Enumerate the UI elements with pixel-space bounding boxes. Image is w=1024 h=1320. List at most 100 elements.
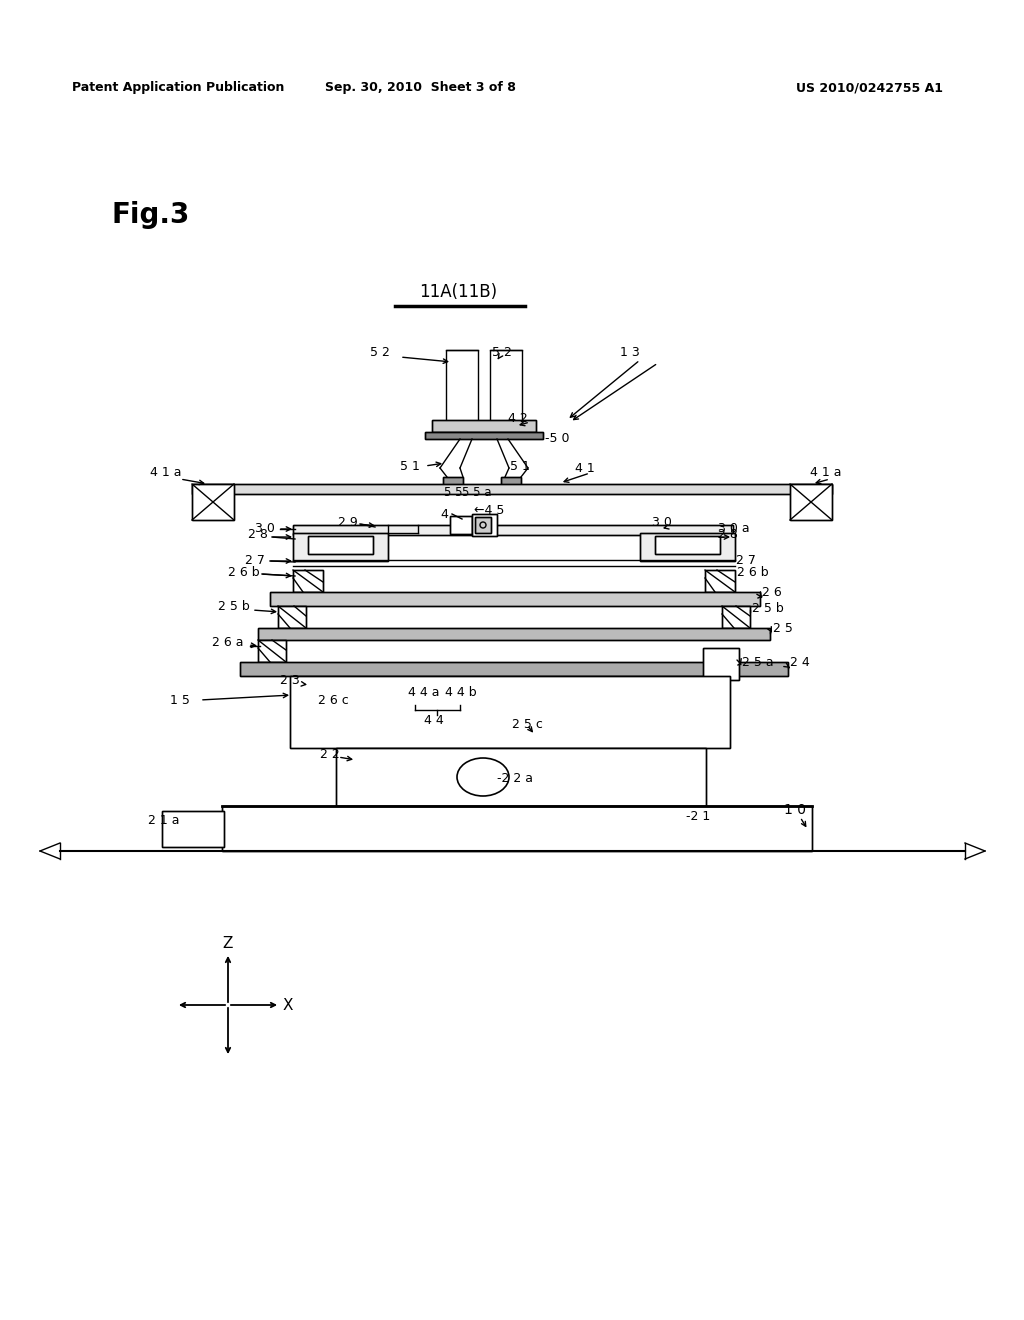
Bar: [425, 432, 543, 440]
Text: 2 6: 2 6: [762, 586, 781, 598]
Text: US 2010/0242755 A1: US 2010/0242755 A1: [797, 82, 943, 95]
Text: 1 3: 1 3: [620, 346, 640, 359]
Bar: [432, 420, 536, 432]
Bar: [240, 663, 788, 676]
Bar: [270, 591, 760, 606]
Text: 1 0: 1 0: [784, 803, 806, 817]
Bar: [293, 533, 388, 561]
Bar: [308, 536, 373, 554]
Bar: [450, 516, 472, 535]
Text: 2 5 b: 2 5 b: [752, 602, 783, 615]
Text: 2 3: 2 3: [280, 673, 300, 686]
Bar: [655, 536, 720, 554]
Text: 2 6 b: 2 6 b: [737, 565, 769, 578]
Text: 3 0: 3 0: [255, 521, 274, 535]
Bar: [472, 513, 497, 536]
Bar: [446, 350, 478, 422]
Text: 2 5 b: 2 5 b: [218, 601, 250, 614]
Text: 4 1 a: 4 1 a: [150, 466, 181, 479]
Text: Z: Z: [223, 936, 233, 950]
Bar: [790, 484, 831, 520]
Text: 2 6 c: 2 6 c: [318, 693, 349, 706]
Text: Patent Application Publication: Patent Application Publication: [72, 82, 285, 95]
Text: -5 0: -5 0: [545, 433, 569, 446]
Bar: [472, 513, 497, 536]
Bar: [450, 516, 472, 535]
Text: 5 1: 5 1: [510, 459, 529, 473]
Bar: [640, 533, 735, 561]
Text: 4 4 b: 4 4 b: [445, 685, 476, 698]
Text: 2 9: 2 9: [338, 516, 357, 528]
Text: 2 8: 2 8: [718, 528, 738, 541]
Bar: [258, 640, 286, 663]
Bar: [501, 477, 521, 484]
Bar: [162, 810, 224, 847]
Text: 2 7: 2 7: [736, 553, 756, 566]
Bar: [193, 484, 234, 520]
Text: 2 5: 2 5: [773, 623, 793, 635]
Text: 2 4: 2 4: [790, 656, 810, 669]
Bar: [293, 525, 733, 535]
Bar: [222, 807, 812, 851]
Text: 3 0 a: 3 0 a: [718, 521, 750, 535]
Bar: [705, 570, 735, 591]
Text: 5 2: 5 2: [492, 346, 512, 359]
Bar: [293, 570, 323, 591]
Text: 5 5 a: 5 5 a: [462, 486, 492, 499]
Text: 5 5: 5 5: [444, 486, 463, 499]
Bar: [290, 676, 730, 748]
Bar: [193, 484, 831, 494]
Bar: [193, 484, 234, 520]
Bar: [640, 533, 735, 561]
Bar: [258, 628, 770, 640]
Bar: [443, 477, 463, 484]
Text: 3 0: 3 0: [652, 516, 672, 529]
Bar: [705, 570, 735, 591]
Bar: [443, 477, 463, 484]
Text: 11A(11B): 11A(11B): [419, 282, 497, 301]
Bar: [501, 477, 521, 484]
Text: 4 4 a: 4 4 a: [408, 685, 439, 698]
Text: -2 1: -2 1: [686, 809, 711, 822]
Bar: [290, 676, 730, 748]
Text: 2 8: 2 8: [248, 528, 268, 541]
Bar: [293, 570, 323, 591]
Text: 4: 4: [440, 507, 447, 520]
Bar: [336, 748, 706, 807]
Text: 5 1: 5 1: [400, 459, 420, 473]
Text: 4 2: 4 2: [508, 412, 527, 425]
Bar: [270, 591, 760, 606]
Bar: [222, 807, 812, 851]
Bar: [703, 648, 739, 680]
Text: 2 1 a: 2 1 a: [148, 813, 179, 826]
Text: 4 1: 4 1: [575, 462, 595, 474]
Text: 4 4: 4 4: [424, 714, 443, 726]
Bar: [308, 536, 373, 554]
Bar: [193, 484, 831, 494]
Bar: [258, 628, 770, 640]
Bar: [258, 640, 286, 663]
Bar: [162, 810, 224, 847]
Bar: [475, 517, 490, 533]
Bar: [278, 606, 306, 628]
Bar: [475, 517, 490, 533]
Text: 1 5: 1 5: [170, 693, 189, 706]
Text: 2 6 b: 2 6 b: [228, 565, 260, 578]
Bar: [722, 606, 750, 628]
Text: 2 6 a: 2 6 a: [212, 635, 244, 648]
Bar: [490, 350, 522, 422]
Bar: [293, 533, 388, 561]
Bar: [278, 606, 306, 628]
Text: X: X: [283, 998, 293, 1012]
Text: 2 5 c: 2 5 c: [512, 718, 543, 731]
Text: 4 1 a: 4 1 a: [810, 466, 842, 479]
Bar: [790, 484, 831, 520]
Bar: [425, 432, 543, 440]
Bar: [432, 420, 536, 432]
Text: ←4 5: ←4 5: [474, 503, 505, 516]
Bar: [336, 748, 706, 807]
Bar: [703, 648, 739, 680]
Text: Sep. 30, 2010  Sheet 3 of 8: Sep. 30, 2010 Sheet 3 of 8: [325, 82, 515, 95]
Text: -2 2 a: -2 2 a: [497, 771, 534, 784]
Bar: [655, 536, 720, 554]
